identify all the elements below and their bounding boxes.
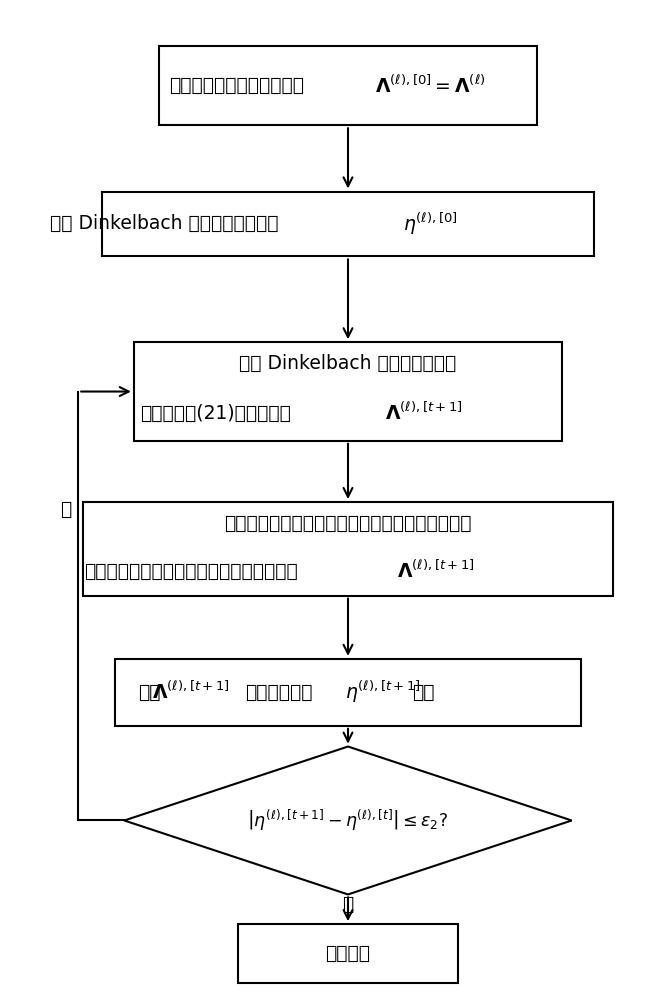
Text: 更新辅助变量: 更新辅助变量 <box>245 683 312 702</box>
Bar <box>115 659 581 726</box>
Bar <box>159 46 537 125</box>
Bar <box>238 924 458 983</box>
Text: $\eta^{(\ell),[0]}$: $\eta^{(\ell),[0]}$ <box>403 211 457 237</box>
Polygon shape <box>125 747 572 894</box>
Text: 否: 否 <box>60 500 71 519</box>
Text: $\mathbf{\Lambda}^{(\ell),[t+1]}$: $\mathbf{\Lambda}^{(\ell),[t+1]}$ <box>151 681 229 703</box>
Text: $\left|\eta^{(\ell),[t+1]} - \eta^{(\ell),[t]}\right| \leq \varepsilon_2$?: $\left|\eta^{(\ell),[t+1]} - \eta^{(\ell… <box>247 808 448 833</box>
Text: 根据集中式或分布式算法得到等价的分式方程，利: 根据集中式或分布式算法得到等价的分式方程，利 <box>224 514 472 533</box>
Text: 初始化发送信号的协方差矩: 初始化发送信号的协方差矩 <box>169 76 304 95</box>
Text: $\mathbf{\Lambda}^{(\ell),[t+1]}$: $\mathbf{\Lambda}^{(\ell),[t+1]}$ <box>397 560 475 582</box>
Bar <box>134 342 562 441</box>
Text: 利用 Dinkelbach 变换将问题变为: 利用 Dinkelbach 变换将问题变为 <box>239 354 457 373</box>
Text: 终止迭代: 终止迭代 <box>326 944 371 963</box>
Text: $\mathbf{\Lambda}^{(\ell),[t+1]}$: $\mathbf{\Lambda}^{(\ell),[t+1]}$ <box>385 402 462 424</box>
Text: $\eta^{(\ell),[t+1]}$: $\eta^{(\ell),[t+1]}$ <box>344 679 421 705</box>
Text: 用牛顿法或其他方法求解该分式方程，得到: 用牛顿法或其他方法求解该分式方程，得到 <box>84 562 297 580</box>
Text: 的值: 的值 <box>412 683 435 702</box>
Bar <box>103 192 594 256</box>
Text: 利用: 利用 <box>138 683 161 702</box>
Text: $\mathbf{\Lambda}^{(\ell),[0]} = \mathbf{\Lambda}^{(\ell)}$: $\mathbf{\Lambda}^{(\ell),[0]} = \mathbf… <box>375 75 485 97</box>
Text: 计算 Dinkelbach 辅助变量的初始值: 计算 Dinkelbach 辅助变量的初始值 <box>50 214 279 233</box>
Text: 凸优化问题(21)，求解得到: 凸优化问题(21)，求解得到 <box>141 404 291 423</box>
Bar <box>83 502 612 596</box>
Text: 是: 是 <box>342 895 354 914</box>
